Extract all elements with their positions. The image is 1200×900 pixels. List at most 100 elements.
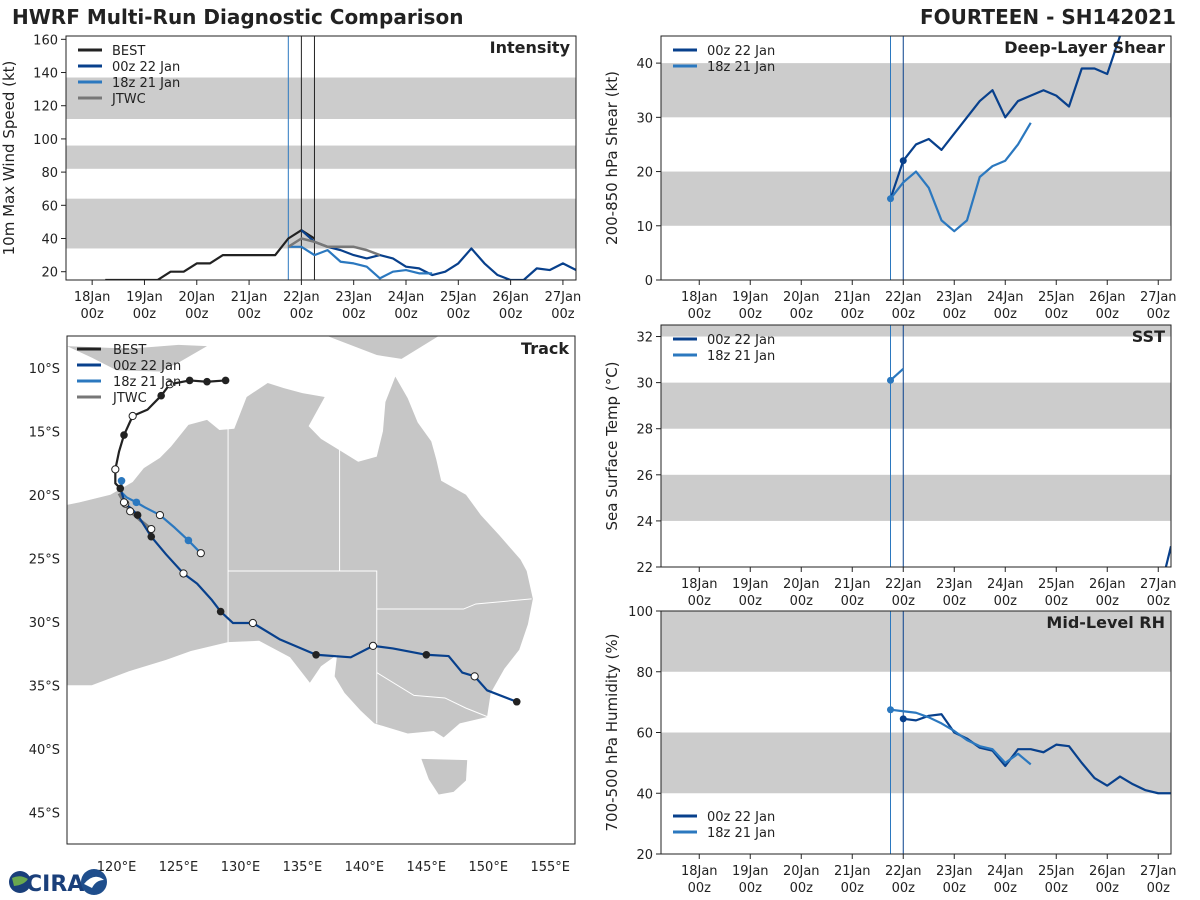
track-lon-label: 145°E (407, 860, 447, 875)
track-point-open-jtwc (147, 524, 156, 534)
shear-ylabel: 200-850 hPa Shear (kt) (603, 71, 621, 245)
shear-xtick-label: 25Jan (1038, 290, 1075, 305)
rh-xtick-sublabel: 00z (994, 881, 1018, 896)
border-vic-nsw (376, 672, 489, 718)
rh-marker-18z-21-jan (887, 706, 894, 714)
track-point-best (203, 377, 211, 386)
shear-line-18z-21-jan (889, 122, 1032, 233)
figure-title: HWRF Multi-Run Diagnostic Comparison (12, 5, 464, 29)
intensity-xtick-label: 21Jan (231, 290, 268, 305)
intensity-ytick-label: 80 (41, 166, 58, 181)
rh-xtick-label: 20Jan (783, 864, 820, 879)
sst-xtick-sublabel: 00z (1096, 594, 1120, 609)
sst-xtick-label: 19Jan (732, 577, 769, 592)
track-point-best (116, 484, 125, 493)
border-nsw-qld (376, 598, 532, 610)
track-lat-label: 30°S (29, 616, 60, 631)
intensity-xtick-sublabel: 00z (133, 307, 157, 322)
track-point-best (221, 376, 230, 385)
rh-ytick-label: 60 (636, 727, 653, 742)
track-lat-label: 45°S (29, 806, 60, 821)
sst-xtick-label: 21Jan (834, 577, 871, 592)
intensity-xtick-label: 18Jan (74, 290, 111, 305)
shear-legend-label: 00z 22 Jan (707, 44, 775, 59)
sst-frame (660, 324, 1172, 568)
rh-legend-label: 00z 22 Jan (707, 810, 775, 825)
rh-xtick-label: 22Jan (885, 864, 922, 879)
shear-chart: 0 10 20 30 40 18Jan 00z 19Jan 00z 20Jan 00z 21Jan 00… (603, 35, 1177, 322)
sst-band (661, 474, 1171, 521)
rh-xtick-label: 27Jan (1140, 864, 1177, 879)
rh-xtick-sublabel: 00z (841, 881, 865, 896)
intensity-ylabel: 10m Max Wind Speed (kt) (0, 61, 18, 256)
track-point-open-jtwc (126, 507, 135, 516)
track-point-open-best (111, 465, 120, 474)
intensity-legend-label: JTWC (111, 92, 146, 107)
sst-chart: 22 24 26 28 30 32 18Jan 00z 19Jan 00z 20Jan 00z 21Ja… (603, 324, 1177, 609)
intensity-xtick-label: 24Jan (388, 290, 425, 305)
shear-xtick-label: 22Jan (885, 290, 922, 305)
track-legend-label: 18z 21 Jan (113, 375, 181, 390)
sst-xtick-label: 23Jan (936, 577, 973, 592)
track-point-open-00z-22-jan (470, 672, 479, 681)
rh-xtick-label: 23Jan (936, 864, 973, 879)
rh-ytick-label: 40 (636, 787, 653, 802)
track-lon-label: 140°E (345, 860, 385, 875)
rh-legend-label: 18z 21 Jan (707, 826, 775, 841)
rh-band (661, 611, 1171, 672)
shear-band (661, 63, 1171, 118)
sst-xtick-label: 20Jan (783, 577, 820, 592)
track-point-open-00z-22-jan (179, 569, 188, 578)
intensity-line-best (105, 229, 316, 280)
sst-xtick-sublabel: 00z (1147, 594, 1171, 609)
intensity-ytick-label: 40 (41, 233, 58, 248)
shear-xtick-label: 21Jan (834, 290, 871, 305)
track-lon-label: 135°E (283, 860, 323, 875)
shear-xtick-sublabel: 00z (1096, 307, 1120, 322)
track-point-open-best (165, 380, 174, 389)
shear-xtick-sublabel: 00z (892, 307, 916, 322)
shear-ytick-label: 20 (636, 166, 653, 181)
rh-ylabel: 700-500 hPa Humidity (%) (603, 633, 621, 831)
track-lat-label: 40°S (29, 743, 60, 758)
storm-id: FOURTEEN - SH142021 (920, 5, 1176, 29)
sst-ytick-label: 32 (636, 331, 653, 346)
intensity-ytick-label: 160 (33, 33, 58, 48)
rh-title: Mid-Level RH (1046, 613, 1165, 632)
rh-plot-area (661, 611, 1171, 854)
intensity-title: Intensity (490, 38, 571, 57)
shear-xtick-sublabel: 00z (943, 307, 967, 322)
shear-xtick-sublabel: 00z (1045, 307, 1069, 322)
intensity-ytick-label: 100 (33, 133, 58, 148)
intensity-xtick-sublabel: 00z (394, 307, 418, 322)
sst-line-00z-22-jan (1164, 545, 1171, 567)
track-lon-label: 155°E (530, 860, 570, 875)
track-lat-label: 35°S (29, 679, 60, 694)
rh-xtick-sublabel: 00z (892, 881, 916, 896)
nusa-tenggara (67, 344, 208, 372)
shear-legend-label: 18z 21 Jan (707, 60, 775, 75)
logo-text: CIRA (26, 872, 84, 897)
rh-xtick-sublabel: 00z (688, 881, 712, 896)
sst-ytick-label: 22 (636, 561, 653, 576)
track-lon-label: 120°E (97, 860, 137, 875)
rh-marker-00z-22-jan (899, 715, 907, 723)
intensity-xtick-sublabel: 00z (185, 307, 209, 322)
rh-xtick-sublabel: 00z (1045, 881, 1069, 896)
track-point-best (185, 376, 194, 385)
sst-band (661, 325, 1171, 337)
shear-xtick-label: 26Jan (1089, 290, 1126, 305)
shear-xtick-label: 18Jan (681, 290, 718, 305)
rh-ytick-label: 100 (628, 605, 653, 620)
sst-legend-label: 00z 22 Jan (707, 333, 775, 348)
track-lon-label: 150°E (469, 860, 509, 875)
intensity-xtick-sublabel: 00z (342, 307, 366, 322)
rh-xtick-label: 25Jan (1038, 864, 1075, 879)
intensity-ytick-label: 60 (41, 199, 58, 214)
sst-xtick-sublabel: 00z (790, 594, 814, 609)
sst-title: SST (1132, 327, 1165, 346)
track-point-00z-22-jan (147, 532, 156, 541)
sst-xtick-label: 25Jan (1038, 577, 1075, 592)
sst-marker-18z-21-jan (887, 376, 894, 384)
track-point-00z-22-jan (512, 697, 521, 706)
